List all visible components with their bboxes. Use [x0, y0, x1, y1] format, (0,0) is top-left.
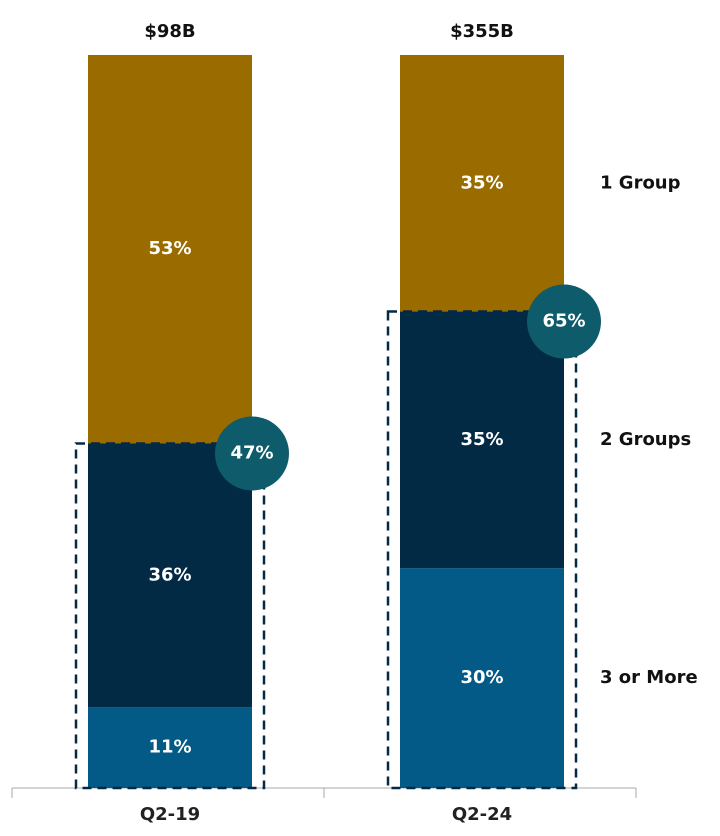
total-label: $98B [144, 21, 195, 42]
total-label: $355B [450, 21, 514, 42]
value-label: 53% [148, 238, 191, 259]
bar-segment [88, 55, 252, 444]
bar-segment [400, 311, 564, 569]
value-label: 11% [148, 737, 191, 758]
annotation-label: 65% [542, 311, 585, 332]
value-label: 35% [460, 172, 503, 193]
legend-label: 3 or More [600, 667, 698, 688]
legend-label: 1 Group [600, 172, 681, 193]
annotation-label: 47% [230, 442, 273, 463]
x-tick-label: Q2-19 [140, 804, 200, 825]
bar-segment [400, 55, 564, 312]
value-label: 30% [460, 667, 503, 688]
bar-segment [88, 443, 252, 708]
value-label: 36% [148, 564, 191, 585]
annotation-badge [527, 284, 601, 359]
group-box [74, 442, 266, 790]
value-label: 35% [460, 429, 503, 450]
annotation-badge [215, 416, 289, 491]
group-box [386, 310, 578, 790]
legend-label: 2 Groups [600, 429, 691, 450]
x-tick-label: Q2-24 [452, 804, 512, 825]
bar-segment [88, 707, 252, 788]
bar-segment [400, 568, 564, 788]
